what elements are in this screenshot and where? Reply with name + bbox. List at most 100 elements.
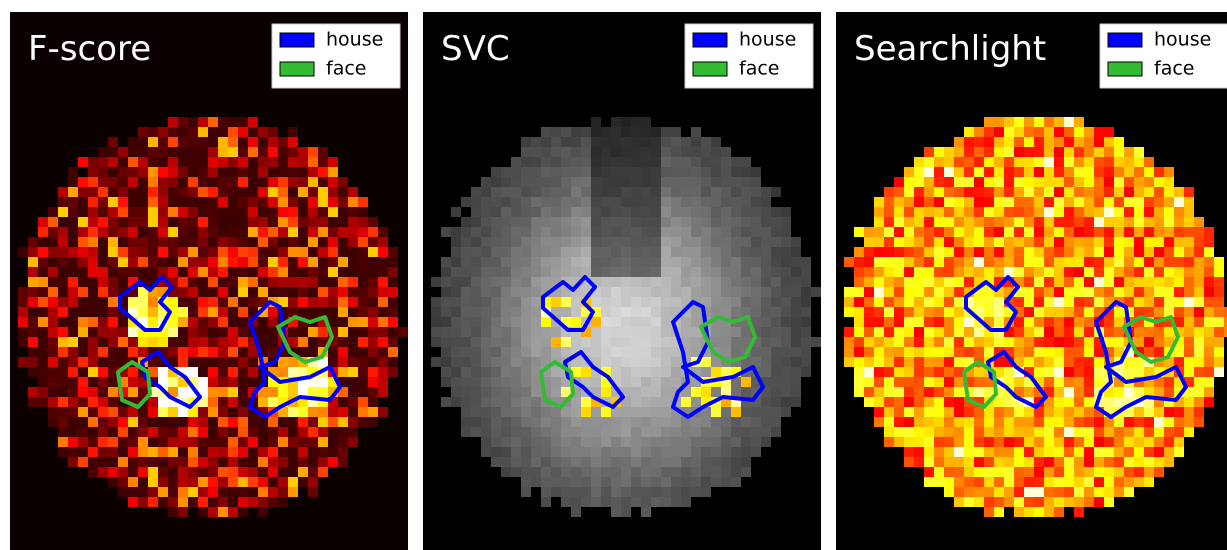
- voxel: [1034, 237, 1044, 247]
- voxel: [118, 227, 128, 237]
- voxel: [954, 257, 964, 267]
- voxel: [48, 207, 58, 217]
- voxel: [378, 347, 388, 357]
- voxel: [481, 197, 491, 207]
- voxel: [741, 297, 751, 307]
- voxel: [721, 267, 731, 277]
- voxel: [541, 487, 551, 497]
- voxel: [98, 207, 108, 217]
- voxel: [984, 147, 994, 157]
- voxel: [1004, 367, 1014, 377]
- voxel: [1104, 197, 1114, 207]
- voxel: [1084, 287, 1094, 297]
- voxel: [1224, 317, 1227, 327]
- voxel: [721, 197, 731, 207]
- voxel: [1044, 307, 1054, 317]
- voxel: [218, 217, 228, 227]
- voxel: [278, 477, 288, 487]
- voxel: [308, 207, 318, 217]
- voxel: [541, 327, 551, 337]
- voxel: [1064, 347, 1074, 357]
- voxel: [1094, 317, 1104, 327]
- voxel: [308, 347, 318, 357]
- voxel: [1084, 397, 1094, 407]
- voxel: [501, 427, 511, 437]
- voxel: [914, 257, 924, 267]
- voxel: [58, 277, 68, 287]
- house-contour: [964, 275, 1020, 332]
- voxel: [238, 447, 248, 457]
- voxel: [661, 397, 671, 407]
- voxel: [581, 477, 591, 487]
- voxel: [461, 337, 471, 347]
- voxel: [641, 217, 651, 227]
- voxel: [984, 287, 994, 297]
- voxel: [1044, 347, 1054, 357]
- voxel: [198, 417, 208, 427]
- face-contour: [539, 360, 575, 409]
- voxel: [108, 167, 118, 177]
- voxel: [1154, 177, 1164, 187]
- voxel: [441, 327, 451, 337]
- voxel: [761, 367, 771, 377]
- voxel: [581, 127, 591, 137]
- voxel: [601, 367, 611, 377]
- voxel: [621, 477, 631, 487]
- voxel: [954, 307, 964, 317]
- voxel: [1184, 257, 1194, 267]
- voxel: [298, 197, 308, 207]
- voxel: [631, 477, 641, 487]
- voxel: [854, 227, 864, 237]
- voxel: [208, 457, 218, 467]
- voxel: [308, 427, 318, 437]
- voxel: [964, 237, 974, 247]
- voxel: [601, 447, 611, 457]
- voxel: [1174, 227, 1184, 237]
- voxel: [491, 337, 501, 347]
- voxel: [1034, 197, 1044, 207]
- voxel: [1184, 387, 1194, 397]
- voxel: [168, 197, 178, 207]
- voxel: [168, 117, 178, 127]
- voxel: [118, 177, 128, 187]
- voxel: [884, 397, 894, 407]
- voxel: [914, 197, 924, 207]
- voxel: [1094, 337, 1104, 347]
- voxel: [611, 307, 621, 317]
- voxel: [88, 217, 98, 227]
- voxel: [1114, 487, 1124, 497]
- voxel: [118, 297, 128, 307]
- voxel: [671, 367, 681, 377]
- voxel: [258, 307, 268, 317]
- voxel: [551, 287, 561, 297]
- voxel: [1114, 377, 1124, 387]
- voxel: [551, 407, 561, 417]
- voxel: [914, 417, 924, 427]
- voxel: [864, 337, 874, 347]
- voxel: [1154, 297, 1164, 307]
- voxel: [198, 227, 208, 237]
- voxel: [358, 267, 368, 277]
- voxel: [994, 287, 1004, 297]
- voxel: [914, 447, 924, 457]
- voxel: [158, 367, 168, 377]
- voxel: [551, 217, 561, 227]
- voxel: [88, 357, 98, 367]
- voxel: [208, 387, 218, 397]
- voxel: [178, 487, 188, 497]
- voxel: [178, 417, 188, 427]
- voxel: [651, 407, 661, 417]
- voxel: [158, 277, 168, 287]
- voxel: [1024, 277, 1034, 287]
- voxel: [721, 457, 731, 467]
- voxel: [711, 387, 721, 397]
- voxel: [258, 337, 268, 347]
- voxel: [934, 477, 944, 487]
- voxel: [791, 307, 801, 317]
- voxel: [441, 267, 451, 277]
- voxel: [78, 367, 88, 377]
- voxel: [138, 377, 148, 387]
- voxel: [791, 287, 801, 297]
- voxel: [148, 167, 158, 177]
- voxel: [551, 477, 561, 487]
